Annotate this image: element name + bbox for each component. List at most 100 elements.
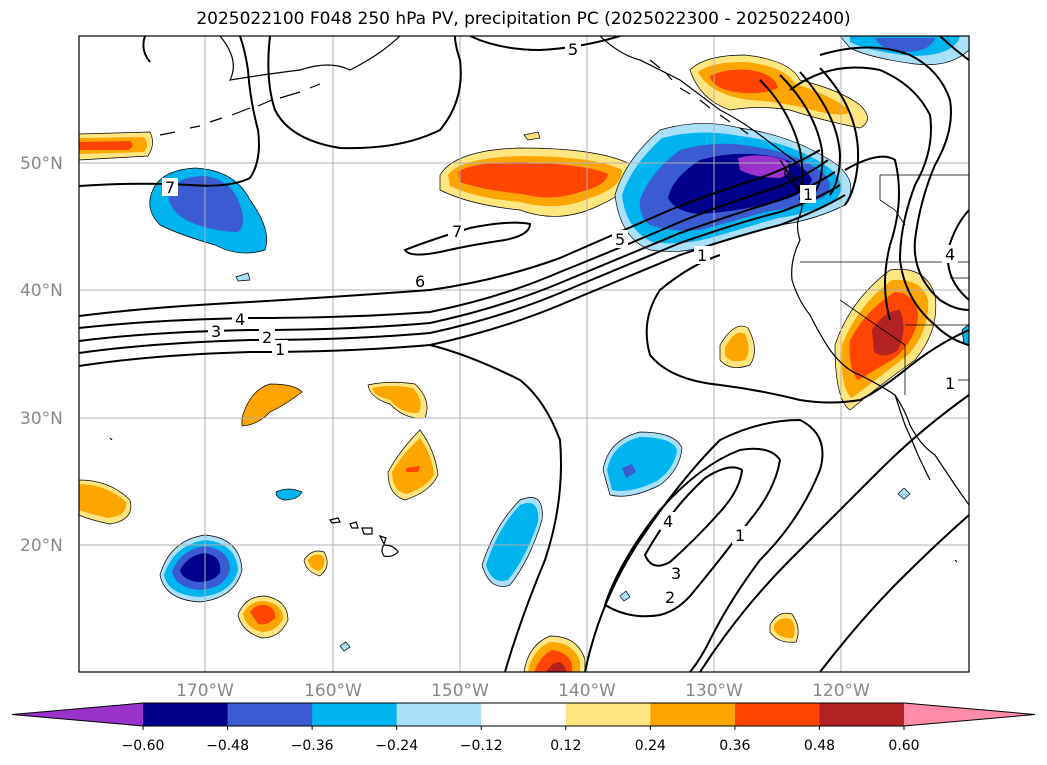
pv-contour-trough [429, 344, 562, 672]
precip-negative-area [619, 590, 631, 602]
colorbar: −0.60 −0.48 −0.36 −0.24 −0.12 0.12 0.24 0.36 0.4… [11, 702, 1036, 754]
colorbar-tick-label: −0.12 [460, 738, 503, 754]
pv-contour-trough [603, 447, 782, 618]
pv-contour [939, 36, 969, 61]
colorbar-tick-label: 0.24 [635, 738, 666, 754]
contour-label: 2 [665, 588, 675, 607]
precip-negative-area [339, 641, 351, 652]
precip-negative-area [486, 503, 539, 581]
colorbar-tick-label: −0.48 [206, 738, 249, 754]
colorbar-swatch [819, 703, 905, 726]
colorbar-tick-label: −0.36 [291, 738, 334, 754]
pv-contour-ridge [819, 46, 969, 311]
colorbar-swatch [143, 703, 229, 726]
lon-label: 160°W [304, 681, 362, 701]
pv-contour-ridge [789, 66, 969, 346]
contour-label: 1 [697, 246, 707, 265]
longitude-labels: 170°W 160°W 150°W 140°W 130°W 120°W [176, 681, 870, 701]
pv-contour-ridge [819, 67, 860, 206]
precip-negative-area [180, 553, 221, 582]
pv-contour-1 [79, 194, 846, 367]
precip-positive-area [546, 662, 566, 672]
small-island [954, 559, 958, 563]
hawaii-islands [329, 517, 399, 558]
pv-contour-ridge [779, 74, 824, 193]
pv-contour-6 [267, 36, 462, 150]
precip-fills [79, 36, 969, 672]
pv-contour-trough [645, 254, 969, 404]
state-border [879, 175, 906, 226]
colorbar-swatch [312, 703, 398, 726]
precip-negative-area [961, 323, 969, 347]
aleutian-islands [159, 83, 321, 136]
contour-label: 1 [803, 185, 813, 204]
colorbar-swatch [650, 703, 736, 726]
contour-label: 7 [165, 178, 175, 197]
colorbar-tick-label: 0.48 [804, 738, 835, 754]
colorbar-tick-label: 0.36 [719, 738, 750, 754]
lat-label: 40°N [20, 281, 63, 301]
pv-contour-5 [469, 36, 621, 52]
colorbar-swatch [734, 703, 820, 726]
colorbar-swatch [565, 703, 651, 726]
colorbar-tick-label: −0.24 [375, 738, 418, 754]
precip-negative-area [275, 488, 303, 501]
colorbar-swatch [227, 703, 313, 726]
contour-label: 3 [211, 322, 221, 341]
precip-positive-area [523, 131, 541, 141]
precip-positive-area [725, 332, 749, 362]
contour-label: 1 [735, 526, 745, 545]
pv-contour-ridge [799, 71, 842, 196]
precip-positive-area [241, 383, 303, 427]
pv-contour-5 [79, 149, 821, 317]
colorbar-swatch [481, 703, 567, 726]
precip-positive-area [372, 386, 421, 414]
colorbar-extend-max [904, 703, 1035, 726]
precip-positive-area [308, 554, 325, 571]
pv-contour-trough [819, 514, 969, 672]
contour-label: 3 [671, 564, 681, 583]
contour-label: 4 [945, 245, 955, 264]
contour-label: 4 [663, 512, 673, 531]
precip-negative-area [168, 176, 244, 232]
alaska-coastline [219, 36, 401, 81]
colorbar-swatch [396, 703, 482, 726]
contour-label: 1 [275, 340, 285, 359]
pv-contour-2 [79, 184, 841, 354]
pv-contour-3 [79, 171, 836, 342]
lon-label: 150°W [431, 681, 489, 701]
colorbar-tick-label: −0.60 [122, 738, 165, 754]
precip-positive-area [710, 69, 778, 94]
precip-positive-area [458, 162, 608, 198]
precip-positive-area [250, 604, 276, 625]
latitude-labels: 50°N 40°N 30°N 20°N [20, 154, 63, 556]
precip-negative-area [897, 487, 911, 500]
precip-negative-area [622, 464, 636, 478]
contour-label: 5 [615, 230, 625, 249]
precip-positive-area [79, 141, 133, 150]
lon-label: 140°W [558, 681, 616, 701]
pv-contour-trough [643, 466, 744, 567]
precip-negative-area [235, 272, 251, 282]
contour-labels: 5 7 7 6 4 3 2 1 5 1 4 3 2 1 [162, 40, 958, 607]
contour-label: 6 [415, 272, 425, 291]
precip-positive-area [392, 438, 434, 494]
lon-label: 130°W [685, 681, 743, 701]
contour-label: 5 [568, 40, 578, 59]
lat-label: 50°N [20, 154, 63, 174]
precip-positive-area [406, 466, 420, 472]
state-border [839, 299, 906, 346]
precip-positive-area [79, 484, 127, 518]
map-title: 2025022100 F048 250 hPa PV, precipitatio… [196, 9, 851, 29]
alaska-islands [649, 59, 749, 135]
alaska-panhandle [599, 36, 801, 166]
lon-label: 120°W [812, 681, 870, 701]
colorbar-extend-min [12, 703, 143, 726]
lat-label: 30°N [20, 409, 63, 429]
pv-contour-ridge [844, 155, 900, 321]
contour-label: 7 [452, 222, 462, 241]
precip-negative-area [607, 437, 677, 491]
contour-label: 4 [235, 310, 245, 329]
pv-contour-7 [79, 36, 260, 187]
